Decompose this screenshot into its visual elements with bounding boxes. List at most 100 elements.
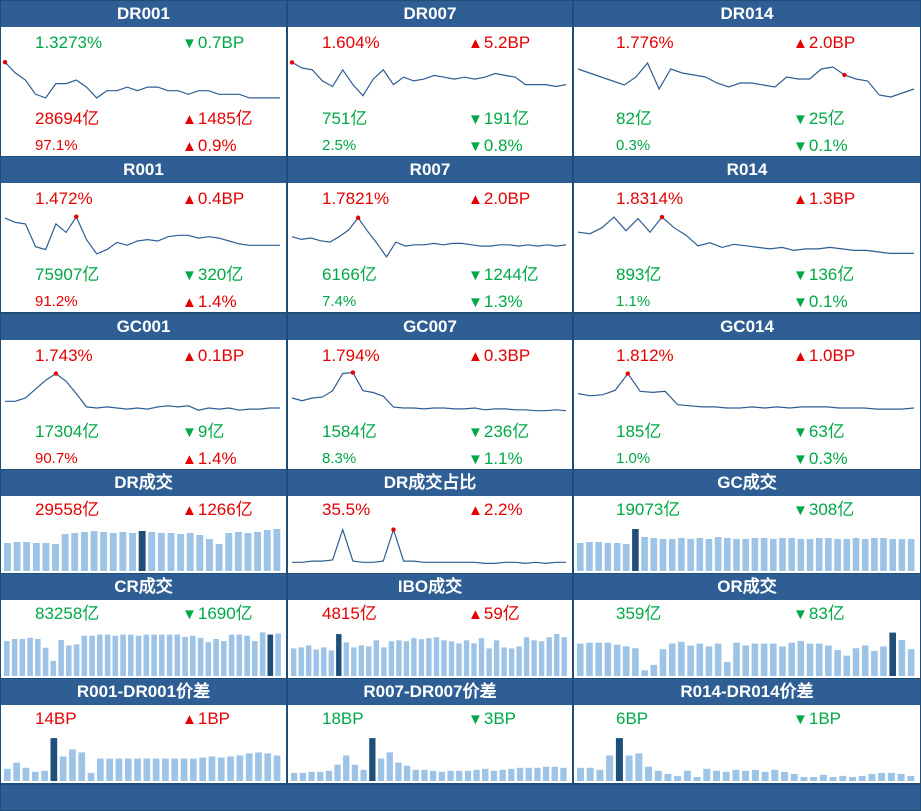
bar (696, 643, 704, 676)
panel-gc007: GC007 1.794% ▲0.3BP 1584亿 ▼236亿 8.3% ▼1.1% (287, 313, 573, 470)
change-value: ▲1.4% (182, 449, 237, 469)
chart-gc001 (5, 371, 280, 411)
bar (659, 539, 667, 571)
up-triangle-icon: ▲ (468, 502, 483, 519)
bar (100, 532, 108, 571)
metric-value: 893亿 (616, 265, 662, 284)
bar (205, 642, 212, 676)
bar (751, 769, 759, 781)
down-triangle-icon: ▼ (793, 138, 808, 155)
bar (97, 758, 104, 781)
series-line (291, 216, 567, 258)
bar (11, 639, 18, 676)
bar (595, 642, 602, 676)
bar (641, 670, 648, 676)
series-line (4, 61, 280, 99)
metric-value: 82亿 (616, 109, 652, 128)
down-triangle-icon: ▼ (182, 267, 197, 284)
bar (897, 773, 905, 781)
bar (635, 753, 643, 781)
down-triangle-icon: ▼ (468, 424, 483, 441)
bar (625, 755, 633, 781)
bar (234, 532, 242, 571)
bar (819, 774, 827, 781)
panel-gc001: GC001 1.743% ▲0.1BP 17304亿 ▼9亿 90.7% ▲1.4% (0, 313, 287, 470)
bar (298, 647, 304, 676)
bar (463, 640, 470, 676)
panel-r007: R007 1.7821% ▲2.0BP 6166亿 ▼1244亿 7.4% ▼1.3% (287, 156, 573, 313)
bar (632, 648, 639, 676)
bar (761, 771, 769, 781)
bar (577, 543, 584, 571)
bar (523, 637, 530, 676)
bar (687, 645, 694, 676)
bar (190, 635, 196, 676)
bar (171, 758, 179, 781)
down-triangle-icon: ▼ (468, 294, 483, 311)
series-line (5, 372, 280, 411)
change-value: ▲2.0BP (793, 33, 855, 54)
metric-value: 751亿 (322, 109, 368, 128)
series-line (291, 371, 567, 412)
bar (120, 634, 126, 676)
panel-dr001: DR001 1.3273% ▼0.7BP 28694亿 ▲1485亿 97.1% ▲0.9% (0, 0, 287, 157)
change-text: 191亿 (483, 109, 530, 128)
change-text: 1485亿 (197, 109, 253, 128)
bar (197, 637, 204, 676)
bar (244, 533, 252, 571)
change-text: 0.3BP (483, 346, 531, 365)
bar (325, 770, 333, 781)
bar (825, 538, 832, 571)
bar (478, 638, 485, 676)
bar (852, 648, 860, 676)
bar (760, 538, 768, 571)
up-triangle-icon: ▲ (182, 711, 197, 728)
bar (4, 543, 11, 571)
bar (604, 543, 612, 571)
bar (138, 531, 146, 571)
down-triangle-icon: ▼ (793, 267, 808, 284)
bar (868, 773, 876, 781)
highlight-point (659, 214, 665, 220)
panel-r014-dr014: R014-DR014价差 6BP ▼1BP (573, 678, 921, 784)
bar (343, 642, 349, 676)
metric-value: 1.794% (322, 346, 380, 365)
metric-value: 8.3% (322, 450, 357, 467)
change-value: ▲59亿 (468, 604, 520, 625)
bar (59, 756, 67, 781)
bar (447, 770, 454, 781)
bar (898, 640, 906, 676)
bar (27, 637, 33, 676)
down-triangle-icon: ▼ (182, 35, 197, 52)
bar (403, 765, 411, 781)
bar (291, 772, 298, 781)
bar (148, 532, 156, 571)
down-triangle-icon: ▼ (468, 451, 483, 468)
change-text: 3BP (483, 709, 516, 728)
bar (373, 640, 379, 676)
bar (668, 643, 676, 676)
change-text: 1BP (197, 709, 230, 728)
change-value: ▲1266亿 (182, 500, 253, 521)
metric-value: 1.1% (616, 293, 651, 310)
bar (42, 647, 49, 676)
bar (815, 538, 823, 571)
bar (334, 764, 341, 781)
up-triangle-icon: ▲ (468, 35, 483, 52)
bar (42, 543, 50, 571)
metric-value: 1.3273% (35, 33, 103, 52)
highlight-point (289, 60, 295, 65)
change-value: ▼320亿 (182, 265, 243, 286)
bar (196, 535, 204, 571)
change-value: ▼1244亿 (468, 265, 539, 286)
bar (800, 777, 808, 781)
bar (839, 775, 847, 781)
metric-value: 185亿 (616, 422, 662, 441)
bar (659, 649, 667, 676)
panel-title: GC成交 (574, 470, 920, 496)
bar (815, 643, 823, 676)
bar (71, 533, 79, 571)
bar (264, 753, 272, 781)
change-text: 25亿 (808, 109, 845, 128)
